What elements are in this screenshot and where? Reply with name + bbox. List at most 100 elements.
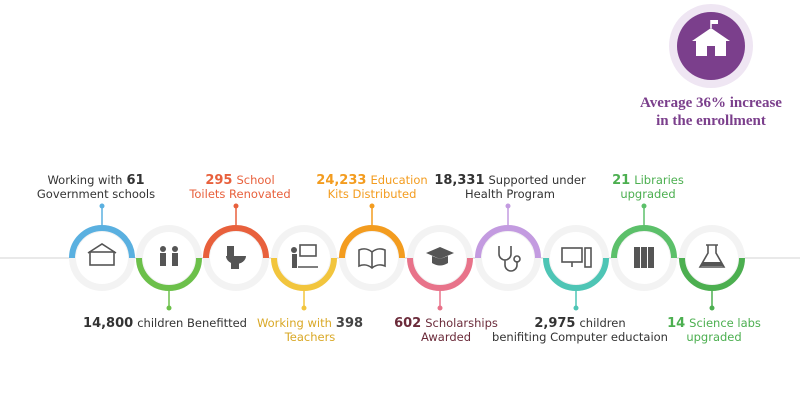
icon bbox=[292, 254, 297, 268]
milestone-circle bbox=[278, 232, 330, 284]
milestone-label: 18,331 Supported under bbox=[434, 173, 586, 188]
icon bbox=[231, 262, 239, 269]
icon bbox=[160, 246, 166, 252]
label-segment: Toilets Renovated bbox=[188, 187, 290, 201]
milestone: 14,800 children Benefitted bbox=[83, 225, 247, 331]
connector-dot bbox=[505, 203, 511, 209]
milestone-label: Awarded bbox=[421, 330, 471, 344]
milestone-arc bbox=[475, 225, 541, 259]
label-segment: upgraded bbox=[620, 187, 675, 201]
milestone-arc bbox=[407, 257, 473, 291]
label-segment: School bbox=[236, 173, 274, 187]
connector-dot bbox=[709, 305, 715, 311]
icon bbox=[701, 262, 723, 266]
milestone-circle bbox=[482, 232, 534, 284]
label-segment: 21 bbox=[612, 173, 630, 188]
milestone-circle bbox=[686, 232, 738, 284]
highlight-text: Average 36% increase bbox=[640, 95, 782, 111]
icon bbox=[160, 253, 166, 266]
milestone-circle bbox=[143, 232, 195, 284]
icon bbox=[634, 247, 640, 268]
milestone-circle bbox=[76, 232, 128, 284]
label-segment: children Benefitted bbox=[137, 316, 247, 330]
icon bbox=[584, 247, 592, 268]
icon bbox=[227, 246, 234, 256]
label-segment: 18,331 bbox=[434, 173, 484, 188]
icon bbox=[426, 247, 454, 259]
label-segment: Science labs bbox=[689, 316, 761, 330]
connector-dot bbox=[573, 305, 579, 311]
milestone-circle bbox=[550, 232, 602, 284]
milestone-arc bbox=[543, 257, 609, 291]
milestone-label: Toilets Renovated bbox=[188, 187, 290, 201]
label-segment: 2,975 bbox=[534, 316, 575, 331]
connector-dot bbox=[437, 305, 443, 311]
milestone-arc bbox=[203, 225, 269, 259]
icon bbox=[172, 246, 178, 252]
milestone-label: Teachers bbox=[284, 330, 336, 344]
label-segment: children bbox=[579, 316, 625, 330]
milestone-label: Kits Distributed bbox=[328, 187, 417, 201]
connector-dot bbox=[99, 203, 105, 209]
icon bbox=[291, 247, 297, 253]
milestone-label: upgraded bbox=[620, 187, 675, 201]
icon bbox=[498, 246, 518, 272]
icon bbox=[89, 251, 115, 266]
icon bbox=[641, 247, 647, 268]
milestone-label: 14,800 children Benefitted bbox=[83, 316, 247, 331]
connector-dot bbox=[369, 203, 375, 209]
label-segment: Supported under bbox=[489, 173, 586, 187]
label-segment: Scholarships bbox=[425, 316, 498, 330]
highlight-badge bbox=[669, 4, 753, 88]
milestone-label: Government schools bbox=[37, 187, 155, 201]
icon bbox=[513, 255, 521, 263]
milestone-arc bbox=[679, 257, 745, 291]
label-segment: Working with bbox=[47, 173, 122, 187]
milestone-label: 21 Libraries bbox=[612, 173, 684, 188]
label-segment: Working with bbox=[257, 316, 332, 330]
icon bbox=[299, 244, 317, 257]
icon bbox=[87, 243, 117, 254]
milestone-label: Health Program bbox=[465, 187, 555, 201]
milestone-arc bbox=[611, 225, 677, 259]
label-segment: Awarded bbox=[421, 330, 471, 344]
label-segment: benifiting Computer eductaion bbox=[492, 330, 668, 344]
milestone-label: 24,233 Education bbox=[316, 173, 427, 188]
label-segment: 14,800 bbox=[83, 316, 133, 331]
milestone-label: benifiting Computer eductaion bbox=[492, 330, 668, 344]
milestone-label: Working with 61 bbox=[47, 173, 144, 188]
label-segment: 14 bbox=[667, 316, 685, 331]
milestone-arc bbox=[339, 225, 405, 259]
label-segment: Libraries bbox=[634, 173, 684, 187]
icon bbox=[698, 244, 726, 268]
connector-dot bbox=[301, 305, 307, 311]
icon bbox=[358, 248, 386, 270]
label-segment: 61 bbox=[126, 173, 144, 188]
label-segment: Government schools bbox=[37, 187, 155, 201]
connector-dot bbox=[166, 305, 172, 311]
label-segment: 24,233 bbox=[316, 173, 366, 188]
icon bbox=[172, 253, 178, 266]
milestone-label: Working with 398 bbox=[257, 316, 363, 331]
label-segment: Kits Distributed bbox=[328, 187, 417, 201]
milestone-label: 602 Scholarships bbox=[394, 316, 498, 331]
milestone-label: upgraded bbox=[686, 330, 741, 344]
connector-dot bbox=[641, 203, 647, 209]
icon bbox=[432, 256, 448, 266]
label-segment: Education bbox=[370, 173, 427, 187]
milestone-arc bbox=[69, 225, 135, 259]
label-segment: upgraded bbox=[686, 330, 741, 344]
school-icon bbox=[692, 20, 730, 56]
label-segment: Health Program bbox=[465, 187, 555, 201]
label-segment: 295 bbox=[205, 173, 232, 188]
